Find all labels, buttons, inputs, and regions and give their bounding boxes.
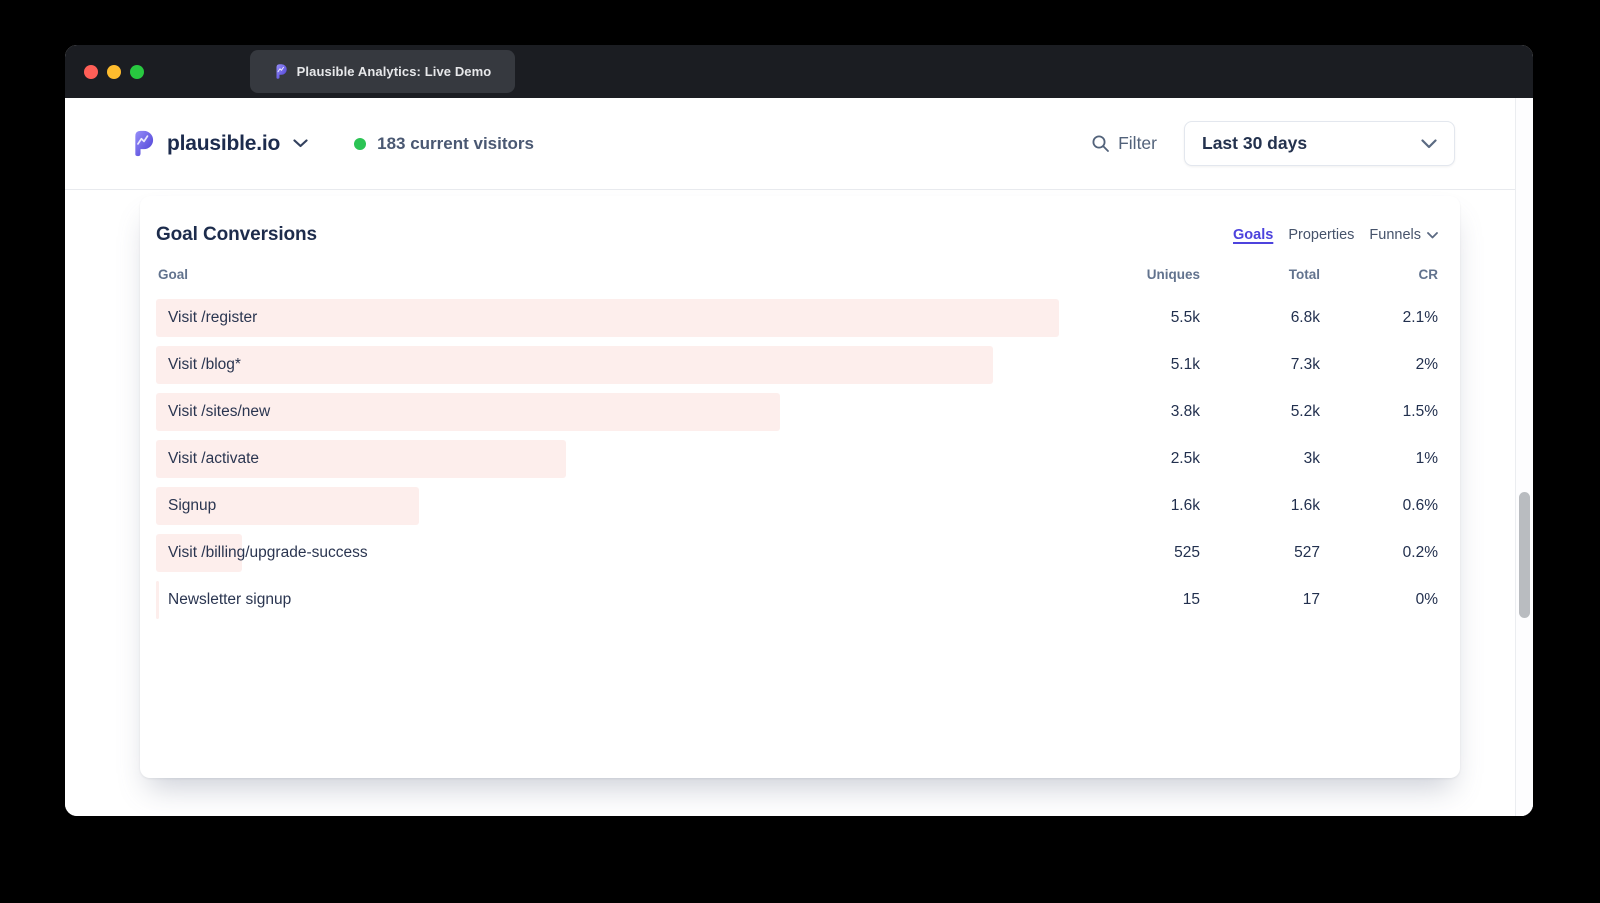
table-row: Visit /register 5.5k 6.8k 2.1% bbox=[156, 299, 1438, 337]
window-titlebar: Plausible Analytics: Live Demo bbox=[65, 45, 1533, 98]
goal-link[interactable]: Visit /billing/upgrade-success bbox=[156, 534, 1059, 572]
chevron-down-icon bbox=[293, 139, 308, 148]
plausible-logo-icon bbox=[274, 63, 289, 80]
goal-label: Visit /register bbox=[168, 309, 258, 326]
dashboard-header: plausible.io 183 current visitors Filter bbox=[65, 98, 1533, 190]
tab-goals[interactable]: Goals bbox=[1233, 227, 1274, 243]
goal-label: Visit /billing/upgrade-success bbox=[168, 544, 368, 561]
goal-bar bbox=[156, 346, 994, 384]
goal-cr-value: 1% bbox=[1415, 450, 1438, 467]
minimize-window-button[interactable] bbox=[107, 64, 121, 79]
live-indicator-dot-icon bbox=[354, 137, 367, 150]
column-header-cr: CR bbox=[1418, 267, 1439, 282]
goal-total-value: 7.3k bbox=[1290, 356, 1320, 373]
goal-bar bbox=[156, 581, 159, 619]
goal-cr-value: 0% bbox=[1415, 591, 1438, 608]
table-header-row: Goal Uniques Total CR bbox=[156, 266, 1438, 283]
goal-bar bbox=[156, 487, 419, 525]
card-tabs: Goals Properties Funnels bbox=[1233, 227, 1438, 243]
table-row: Visit /blog* 5.1k 7.3k 2% bbox=[156, 346, 1438, 384]
card-title: Goal Conversions bbox=[156, 224, 317, 245]
goal-cr-value: 0.2% bbox=[1402, 544, 1438, 561]
goal-uniques-value: 5.1k bbox=[1170, 356, 1200, 373]
goal-uniques-value: 1.6k bbox=[1170, 497, 1200, 514]
goal-uniques-value: 5.5k bbox=[1170, 309, 1200, 326]
goal-link[interactable]: Visit /register bbox=[156, 299, 1059, 337]
goal-label: Newsletter signup bbox=[168, 591, 292, 608]
scrollbar-thumb[interactable] bbox=[1519, 492, 1530, 618]
goal-conversions-card: Goal Conversions Goals Properties Funnel… bbox=[140, 196, 1460, 778]
goal-uniques-value: 2.5k bbox=[1170, 450, 1200, 467]
goal-uniques-value: 525 bbox=[1174, 544, 1200, 561]
goal-label: Visit /sites/new bbox=[168, 403, 271, 420]
goal-total-value: 1.6k bbox=[1290, 497, 1320, 514]
traffic-lights bbox=[84, 64, 144, 79]
goal-total-value: 5.2k bbox=[1290, 403, 1320, 420]
browser-tab[interactable]: Plausible Analytics: Live Demo bbox=[250, 50, 515, 93]
goal-total-value: 527 bbox=[1294, 544, 1320, 561]
goal-bar bbox=[156, 534, 243, 572]
date-range-value: Last 30 days bbox=[1202, 133, 1308, 153]
tab-funnels-label: Funnels bbox=[1369, 227, 1421, 243]
card-header: Goal Conversions Goals Properties Funnel… bbox=[156, 222, 1438, 248]
goal-uniques-value: 3.8k bbox=[1170, 403, 1200, 420]
goal-label: Visit /blog* bbox=[168, 356, 241, 373]
browser-tab-title: Plausible Analytics: Live Demo bbox=[296, 64, 492, 79]
date-range-picker[interactable]: Last 30 days bbox=[1184, 121, 1455, 166]
column-header-total: Total bbox=[1288, 267, 1320, 282]
table-row: Visit /billing/upgrade-success 525 527 0… bbox=[156, 534, 1438, 572]
goal-link[interactable]: Visit /activate bbox=[156, 440, 1059, 478]
chevron-down-icon bbox=[1427, 231, 1438, 239]
tab-funnels[interactable]: Funnels bbox=[1369, 227, 1438, 243]
goal-label: Visit /activate bbox=[168, 450, 260, 467]
column-header-uniques: Uniques bbox=[1146, 267, 1200, 282]
tab-properties[interactable]: Properties bbox=[1288, 227, 1355, 243]
goal-cr-value: 2.1% bbox=[1402, 309, 1438, 326]
goal-link[interactable]: Signup bbox=[156, 487, 1059, 525]
goal-cr-value: 1.5% bbox=[1402, 403, 1438, 420]
table-row: Newsletter signup 15 17 0% bbox=[156, 581, 1438, 619]
current-visitors[interactable]: 183 current visitors bbox=[354, 134, 534, 154]
goal-total-value: 17 bbox=[1302, 591, 1320, 608]
goal-link[interactable]: Visit /sites/new bbox=[156, 393, 1059, 431]
goal-bar bbox=[156, 393, 780, 431]
search-icon bbox=[1091, 134, 1110, 153]
close-window-button[interactable] bbox=[84, 64, 98, 79]
goal-link[interactable]: Visit /blog* bbox=[156, 346, 1059, 384]
goal-uniques-value: 15 bbox=[1182, 591, 1200, 608]
goal-bar bbox=[156, 299, 1059, 337]
table-row: Signup 1.6k 1.6k 0.6% bbox=[156, 487, 1438, 525]
current-visitors-label: 183 current visitors bbox=[377, 133, 534, 153]
goal-rows: Visit /register 5.5k 6.8k 2.1% Visit /bl… bbox=[156, 299, 1438, 619]
goal-total-value: 3k bbox=[1303, 450, 1320, 467]
filter-button[interactable]: Filter bbox=[1091, 133, 1157, 154]
chevron-down-icon bbox=[1421, 138, 1437, 149]
dashboard-main: Goal Conversions Goals Properties Funnel… bbox=[65, 190, 1533, 816]
zoom-window-button[interactable] bbox=[130, 64, 144, 79]
table-row: Visit /sites/new 3.8k 5.2k 1.5% bbox=[156, 393, 1438, 431]
site-name: plausible.io bbox=[167, 131, 281, 155]
goal-total-value: 6.8k bbox=[1290, 309, 1320, 326]
filter-label: Filter bbox=[1118, 133, 1157, 153]
site-switcher[interactable]: plausible.io bbox=[131, 129, 308, 158]
table-row: Visit /activate 2.5k 3k 1% bbox=[156, 440, 1438, 478]
goal-cr-value: 2% bbox=[1415, 356, 1438, 373]
goal-bar bbox=[156, 440, 567, 478]
browser-window: Plausible Analytics: Live Demo plausible… bbox=[65, 45, 1533, 816]
goal-cr-value: 0.6% bbox=[1402, 497, 1438, 514]
plausible-logo-icon bbox=[131, 129, 157, 158]
goal-label: Signup bbox=[168, 497, 217, 514]
goal-link[interactable]: Newsletter signup bbox=[156, 581, 1059, 619]
column-header-goal: Goal bbox=[158, 267, 189, 282]
scrollbar-track[interactable] bbox=[1515, 98, 1533, 816]
